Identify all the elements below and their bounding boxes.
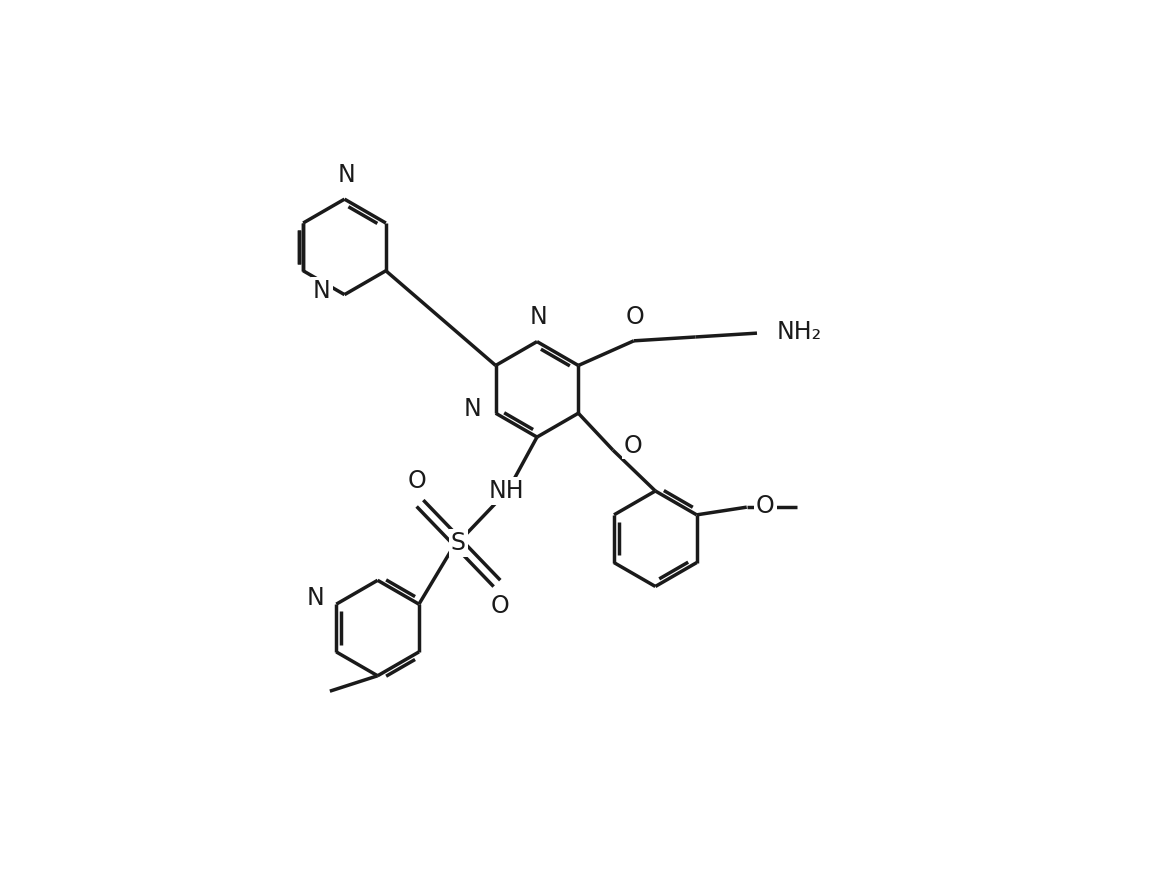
Text: N: N xyxy=(307,586,324,610)
Text: N: N xyxy=(337,163,354,187)
Text: N: N xyxy=(464,397,482,421)
Text: O: O xyxy=(624,434,643,458)
Text: O: O xyxy=(490,594,509,618)
Text: O: O xyxy=(756,494,775,518)
Text: N: N xyxy=(530,306,547,330)
Text: NH₂: NH₂ xyxy=(777,320,823,343)
Text: O: O xyxy=(625,305,644,329)
Text: S: S xyxy=(451,531,466,556)
Text: N: N xyxy=(313,279,331,303)
Text: NH: NH xyxy=(488,479,524,503)
Text: O: O xyxy=(408,469,426,493)
